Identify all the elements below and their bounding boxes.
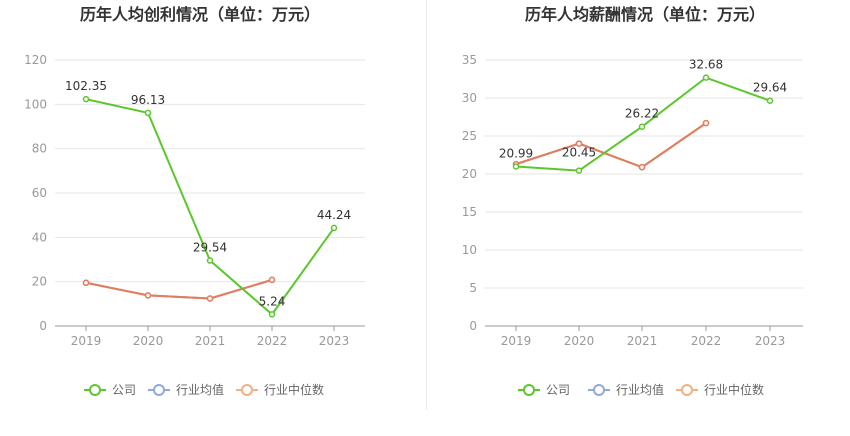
y-tick-label: 10 <box>462 243 477 257</box>
chart-panel-profit: 历年人均创利情况（单位：万元） 0 20 40 60 80 100 120 2019 2020 20… <box>24 5 365 397</box>
legend-marker <box>593 384 605 396</box>
data-point <box>268 276 276 284</box>
series-industry-median <box>512 119 710 171</box>
legend-label: 行业均值 <box>616 382 664 397</box>
data-point <box>575 140 583 147</box>
data-label: 32.68 <box>689 58 723 72</box>
legend-item-industry-median[interactable]: 行业中位数 <box>236 382 324 397</box>
x-tick-label: 2022 <box>691 334 722 348</box>
data-label: 20.99 <box>499 146 533 160</box>
y-tick-label: 20 <box>32 275 47 289</box>
legend-item-company[interactable]: 公司 <box>518 383 570 397</box>
x-tick-label: 2021 <box>627 334 658 348</box>
x-tick-label: 2019 <box>71 334 102 348</box>
data-point <box>144 109 152 117</box>
data-point <box>82 95 90 103</box>
data-label: 44.24 <box>317 208 351 222</box>
data-point <box>702 119 710 127</box>
series-industry-median <box>82 276 276 302</box>
legend-marker <box>241 384 253 396</box>
y-tick-label: 100 <box>24 97 47 111</box>
salary-chart-svg: 历年人均薪酬情况（单位：万元） 0 5 10 15 20 25 30 35 2019 2020 202… <box>462 5 803 397</box>
panel-divider <box>426 0 427 410</box>
y-tick-label: 0 <box>39 319 47 333</box>
x-tick-label: 2023 <box>755 334 786 348</box>
data-label: 26.22 <box>625 107 659 121</box>
data-point <box>638 163 646 171</box>
legend-marker <box>153 384 165 396</box>
legend-label: 公司 <box>546 383 570 397</box>
y-tick-label: 30 <box>462 91 477 105</box>
y-tick-label: 5 <box>469 281 477 295</box>
legend-label: 行业中位数 <box>264 382 324 397</box>
legend-label: 公司 <box>112 383 136 397</box>
chart-panel-salary: 历年人均薪酬情况（单位：万元） 0 5 10 15 20 25 30 35 2019 2020 202… <box>425 0 850 436</box>
data-point <box>268 311 276 318</box>
legend-item-company[interactable]: 公司 <box>84 383 136 397</box>
y-tick-label: 120 <box>24 53 47 67</box>
series-line <box>515 122 707 169</box>
data-label: 102.35 <box>65 79 107 93</box>
chart-title: 历年人均薪酬情况（单位：万元） <box>525 5 765 24</box>
x-tick-label: 2023 <box>319 334 350 348</box>
y-tick-label: 0 <box>469 319 477 333</box>
y-tick-label: 25 <box>462 129 477 143</box>
legend-marker <box>89 384 101 396</box>
series-line <box>515 122 707 169</box>
y-tick-label: 35 <box>462 53 477 67</box>
data-label: 29.54 <box>193 241 227 255</box>
data-point <box>638 123 646 130</box>
data-label: 20.45 <box>562 146 596 160</box>
data-point <box>144 292 152 299</box>
x-tick-label: 2022 <box>257 334 288 348</box>
x-tick-label: 2021 <box>195 334 226 348</box>
data-point <box>206 295 214 302</box>
y-tick-label: 20 <box>462 167 477 181</box>
data-point <box>512 163 520 170</box>
data-point <box>206 257 214 264</box>
legend-item-industry-median[interactable]: 行业中位数 <box>676 382 764 397</box>
series-line <box>85 278 273 300</box>
legend-item-industry-mean[interactable]: 行业均值 <box>148 382 224 397</box>
data-point <box>766 97 774 104</box>
data-label: 5.24 <box>259 294 286 308</box>
legend-label: 行业均值 <box>176 382 224 397</box>
legend-item-industry-mean[interactable]: 行业均值 <box>588 382 664 397</box>
y-tick-label: 15 <box>462 205 477 219</box>
legend-label: 行业中位数 <box>704 382 764 397</box>
y-tick-label: 80 <box>32 142 47 156</box>
data-point <box>82 279 90 287</box>
series-company <box>82 95 338 318</box>
data-point <box>575 167 583 174</box>
series-company <box>512 74 774 174</box>
profit-chart-svg: 历年人均创利情况（单位：万元） 0 20 40 60 80 100 120 2019 2020 20… <box>24 5 365 397</box>
x-tick-label: 2019 <box>501 334 532 348</box>
series-industry-mean <box>512 119 710 171</box>
y-tick-label: 40 <box>32 230 47 244</box>
chart-title: 历年人均创利情况（单位：万元） <box>80 5 320 24</box>
x-tick-label: 2020 <box>133 334 164 348</box>
legend-marker <box>523 384 535 396</box>
legend-marker <box>681 384 693 396</box>
data-point <box>330 224 338 232</box>
data-point <box>702 74 710 81</box>
x-tick-label: 2020 <box>564 334 595 348</box>
y-tick-label: 60 <box>32 186 47 200</box>
data-label: 96.13 <box>131 93 165 107</box>
data-label: 29.64 <box>753 81 787 95</box>
